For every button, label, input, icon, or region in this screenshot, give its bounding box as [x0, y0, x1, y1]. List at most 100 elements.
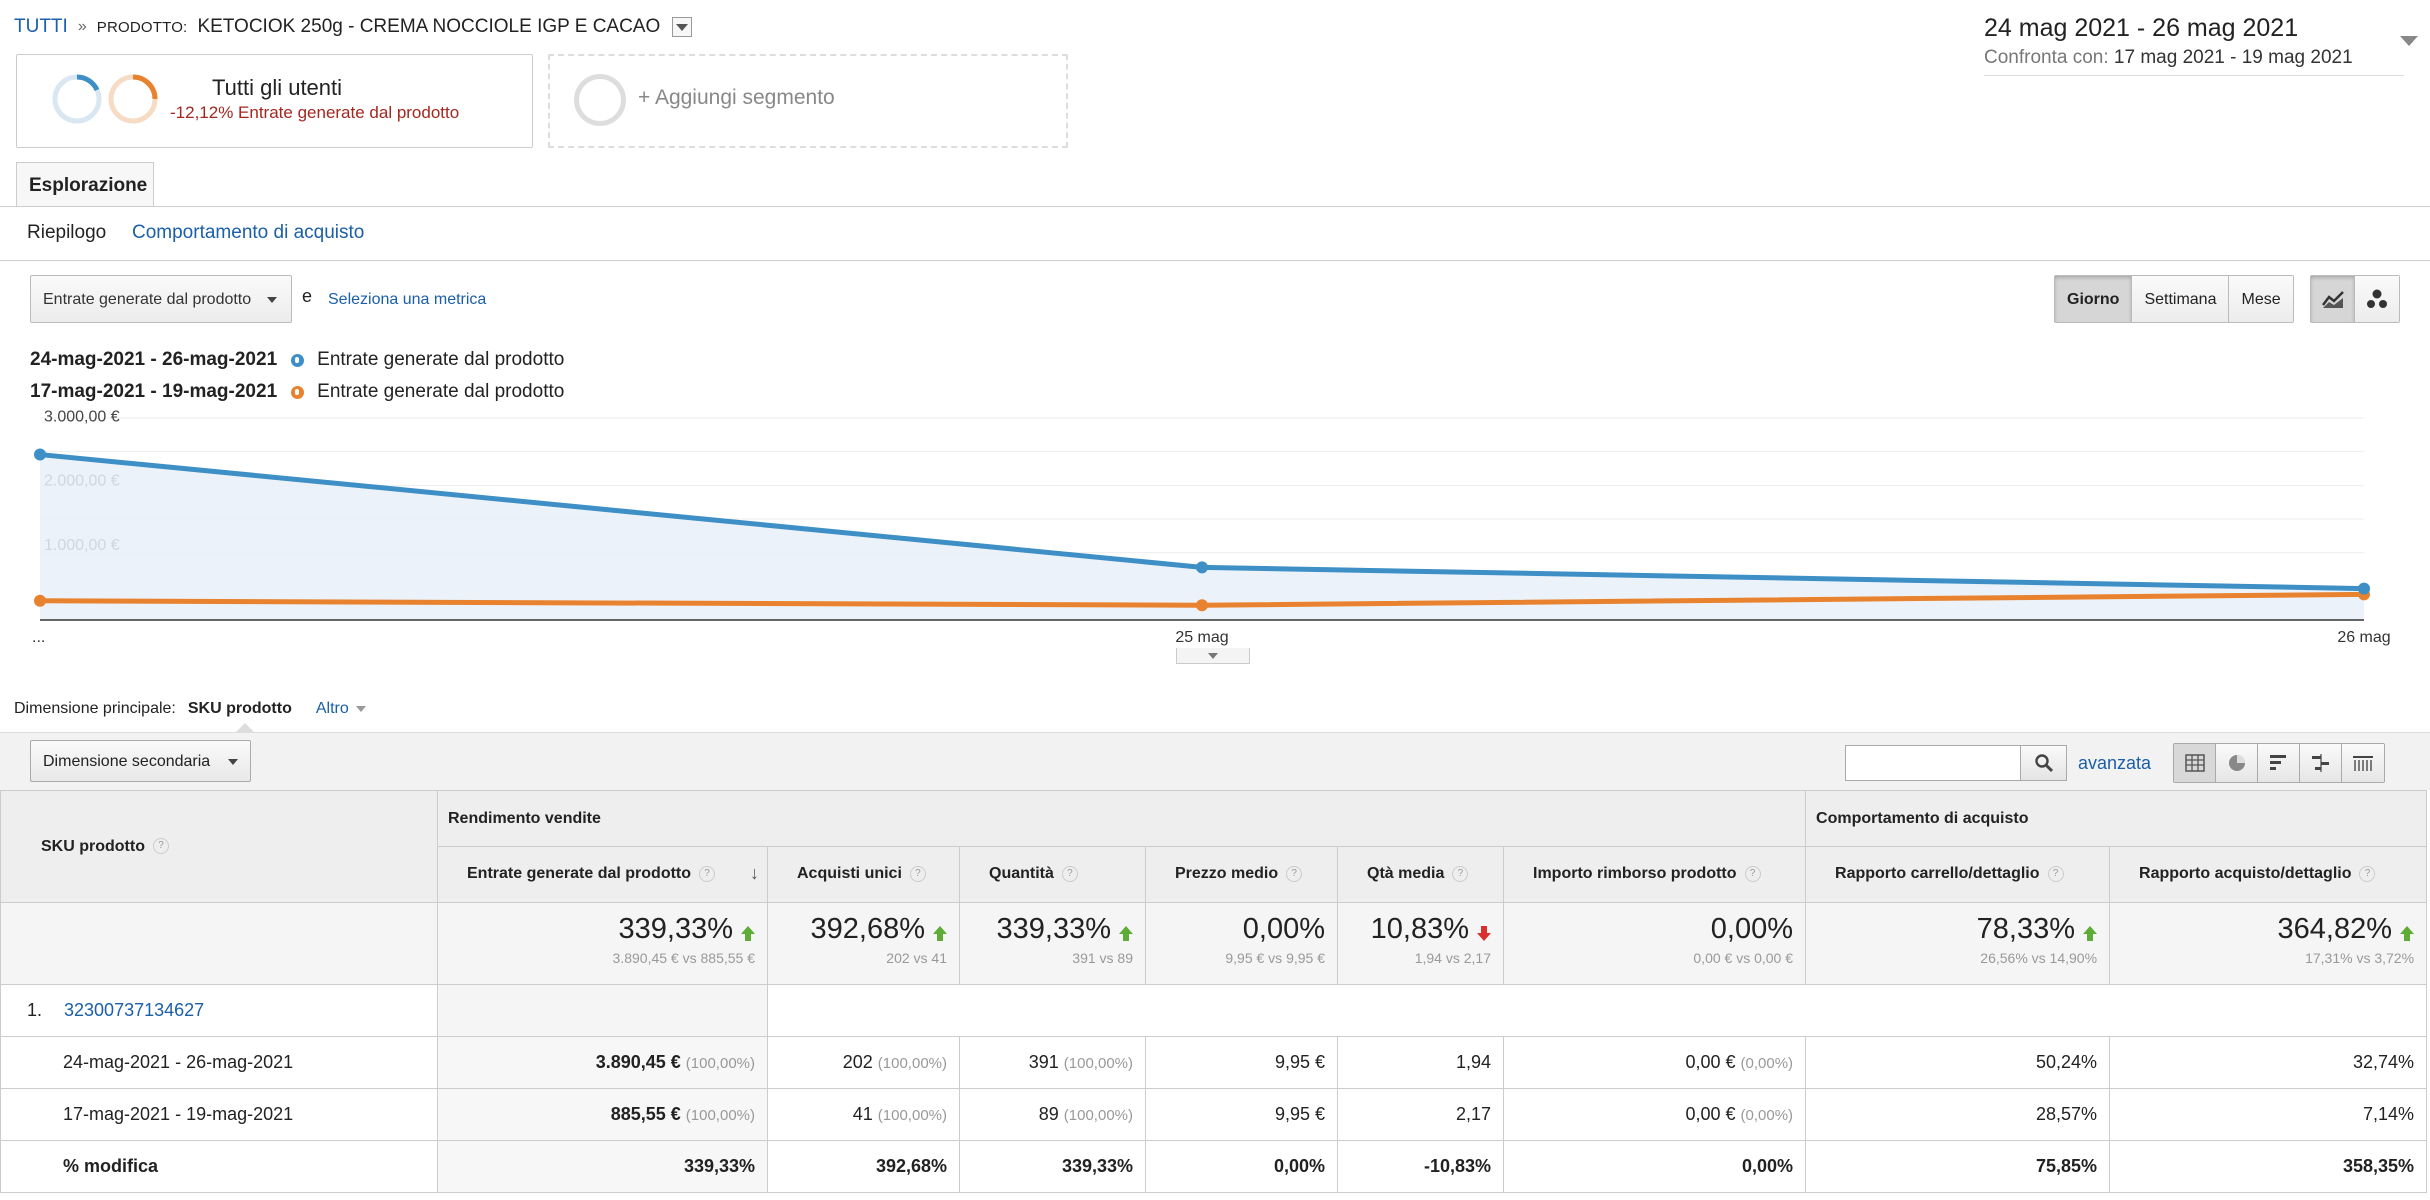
period-week-button[interactable]: Settimana	[2132, 276, 2230, 322]
totals-cell: 364,82% 17,31% vs 3,72%	[2109, 902, 2428, 985]
totals-change: 0,00%	[1516, 913, 1793, 946]
series-current-point	[34, 448, 46, 461]
column-header-revenue[interactable]: Entrate generate dal prodotto? ↓	[437, 846, 768, 903]
totals-percent: 364,82%	[2277, 913, 2393, 945]
line-chart-button[interactable]	[2311, 276, 2355, 322]
totals-cell: 339,33% 3.890,45 € vs 885,55 €	[437, 902, 768, 985]
segment-title: Tutti gli utenti	[212, 75, 343, 100]
totals-comparison: 0,00 € vs 0,00 €	[1693, 950, 1794, 966]
column-header-unique-purchases[interactable]: Acquisti unici?	[767, 846, 960, 903]
table-search-input[interactable]	[1845, 745, 2021, 781]
column-header-buy-detail[interactable]: Rapporto acquisto/dettaglio?	[2109, 846, 2428, 903]
help-icon[interactable]: ?	[909, 865, 926, 882]
compare-label: Confronta con:	[1984, 47, 2109, 68]
advanced-filter-link[interactable]: avanzata	[2078, 753, 2152, 773]
totals-percent: 0,00%	[1710, 913, 1794, 945]
subtab-divider	[0, 260, 2430, 261]
column-header-quantity[interactable]: Quantità?	[959, 846, 1146, 903]
table-view-toggle-group	[2173, 743, 2385, 783]
subtab-purchase-behavior[interactable]: Comportamento di acquisto	[132, 222, 365, 243]
totals-row: 339,33% 3.890,45 € vs 885,55 € 392,68% 202 …	[0, 902, 2428, 985]
series-previous-point	[34, 594, 46, 607]
sku-link[interactable]: 32300737134627	[64, 1000, 205, 1020]
series-current-point	[1196, 561, 1208, 574]
row-index: 1.	[27, 1000, 43, 1020]
help-icon[interactable]: ?	[699, 865, 716, 882]
dimension-other-dropdown[interactable]: Altro	[316, 700, 366, 718]
view-percentage-button[interactable]	[2216, 744, 2258, 782]
help-icon[interactable]: ?	[152, 838, 169, 855]
segment-all-users[interactable]: Tutti gli utenti -12,12% Entrate generat…	[16, 54, 533, 148]
change-cell: 0,00%	[1145, 1140, 1338, 1193]
table-cell: 50,24%	[1805, 1036, 2111, 1089]
view-pivot-button[interactable]	[2342, 744, 2384, 782]
totals-cell: 0,00% 9,95 € vs 9,95 €	[1145, 902, 1338, 985]
product-dropdown-button[interactable]	[672, 17, 693, 37]
totals-change: 0,00%	[1158, 913, 1325, 946]
arrow-up-icon	[933, 925, 947, 942]
table-cell: 885,55 € (100,00%)	[437, 1088, 768, 1141]
sku-empty-cell	[437, 984, 768, 1037]
totals-percent: 78,33%	[1976, 913, 2076, 945]
help-icon[interactable]: ?	[1452, 865, 1469, 882]
donut-previous-icon	[108, 74, 158, 124]
table-cell: 32,74%	[2109, 1036, 2428, 1089]
help-icon[interactable]: ?	[1286, 865, 1303, 882]
help-icon[interactable]: ?	[1061, 865, 1078, 882]
cell-value: 202	[842, 1052, 873, 1072]
bubble-chart-icon	[2367, 289, 2387, 308]
cell-value: 0,00 €	[1685, 1104, 1736, 1124]
help-icon[interactable]: ?	[2359, 865, 2376, 882]
secondary-dimension-select[interactable]: Dimensione secondaria	[30, 740, 251, 782]
motion-chart-button[interactable]	[2355, 276, 2399, 322]
date-range-main: 24 mag 2021 - 26 mag 2021	[1984, 14, 2299, 42]
group-header-sales: Rendimento vendite	[436, 790, 1807, 847]
column-header-refund[interactable]: Importo rimborso prodotto?	[1502, 846, 1807, 903]
arrow-up-icon	[2083, 925, 2098, 942]
cell-value: 32,74%	[2352, 1052, 2415, 1072]
cell-value: 2,17	[1455, 1104, 1491, 1124]
table-cell: 2,17	[1337, 1088, 1504, 1141]
column-header-sku[interactable]: SKU prodotto?	[0, 790, 438, 903]
chevron-down-icon[interactable]	[2400, 36, 2418, 46]
group-header-behavior: Comportamento di acquisto	[1805, 790, 2428, 847]
table-row: 24-mag-2021 - 26-mag-2021 3.890,45 € (100…	[0, 1036, 2428, 1089]
select-metric-link[interactable]: Seleziona una metrica	[328, 291, 487, 308]
view-performance-button[interactable]	[2258, 744, 2300, 782]
column-header-sku-label: SKU prodotto	[41, 837, 145, 855]
grid-icon	[2184, 754, 2205, 772]
help-icon[interactable]: ?	[2047, 865, 2064, 882]
period-day-button[interactable]: Giorno	[2055, 276, 2133, 322]
totals-comparison: 17,31% vs 3,72%	[2305, 950, 2415, 966]
column-header-label: Importo rimborso prodotto	[1533, 865, 1737, 882]
breadcrumb-product: KETOCIOK 250g - CREMA NOCCIOLE IGP E CAC…	[197, 16, 661, 37]
column-header-cart-detail[interactable]: Rapporto carrello/dettaglio?	[1805, 846, 2111, 903]
dimension-sku-tab[interactable]: SKU prodotto	[187, 700, 292, 732]
help-icon[interactable]: ?	[1744, 865, 1761, 882]
cell-value: 885,55 €	[610, 1104, 681, 1124]
view-data-button[interactable]	[2174, 744, 2216, 782]
date-range-compare: Confronta con: 17 mag 2021 - 19 mag 2021	[1984, 47, 2404, 69]
metric-select[interactable]: Entrate generate dal prodotto	[30, 275, 292, 323]
donut-current-icon	[52, 74, 102, 124]
change-cell: 75,85%	[1805, 1140, 2111, 1193]
table-cell: 391 (100,00%)	[959, 1036, 1146, 1089]
search-button[interactable]	[2021, 745, 2067, 781]
breadcrumb-root-link[interactable]: TUTTI	[14, 16, 68, 37]
view-comparison-button[interactable]	[2300, 744, 2342, 782]
date-range-picker[interactable]: 24 mag 2021 - 26 mag 2021 Confronta con:…	[1984, 14, 2418, 76]
subtab-summary[interactable]: Riepilogo	[27, 222, 107, 243]
tab-explore[interactable]: Esplorazione	[16, 162, 154, 206]
add-segment-button[interactable]: + Aggiungi segmento	[548, 54, 1068, 148]
column-header-avg-price[interactable]: Prezzo medio?	[1145, 846, 1338, 903]
table-cell: 3.890,45 € (100,00%)	[437, 1036, 768, 1089]
sku-empty-cell	[766, 984, 2428, 1037]
period-month-button[interactable]: Mese	[2229, 276, 2293, 322]
totals-label-cell	[0, 902, 438, 985]
row-date-range: 24-mag-2021 - 26-mag-2021	[0, 1036, 438, 1089]
cell-percent: (100,00%)	[877, 1107, 947, 1124]
line-chart-icon	[2321, 291, 2344, 308]
table-row: 17-mag-2021 - 19-mag-2021 885,55 € (100,0…	[0, 1088, 2428, 1141]
chart-collapse-button[interactable]	[1176, 648, 1250, 664]
column-header-avg-qty[interactable]: Qtà media?	[1337, 846, 1504, 903]
